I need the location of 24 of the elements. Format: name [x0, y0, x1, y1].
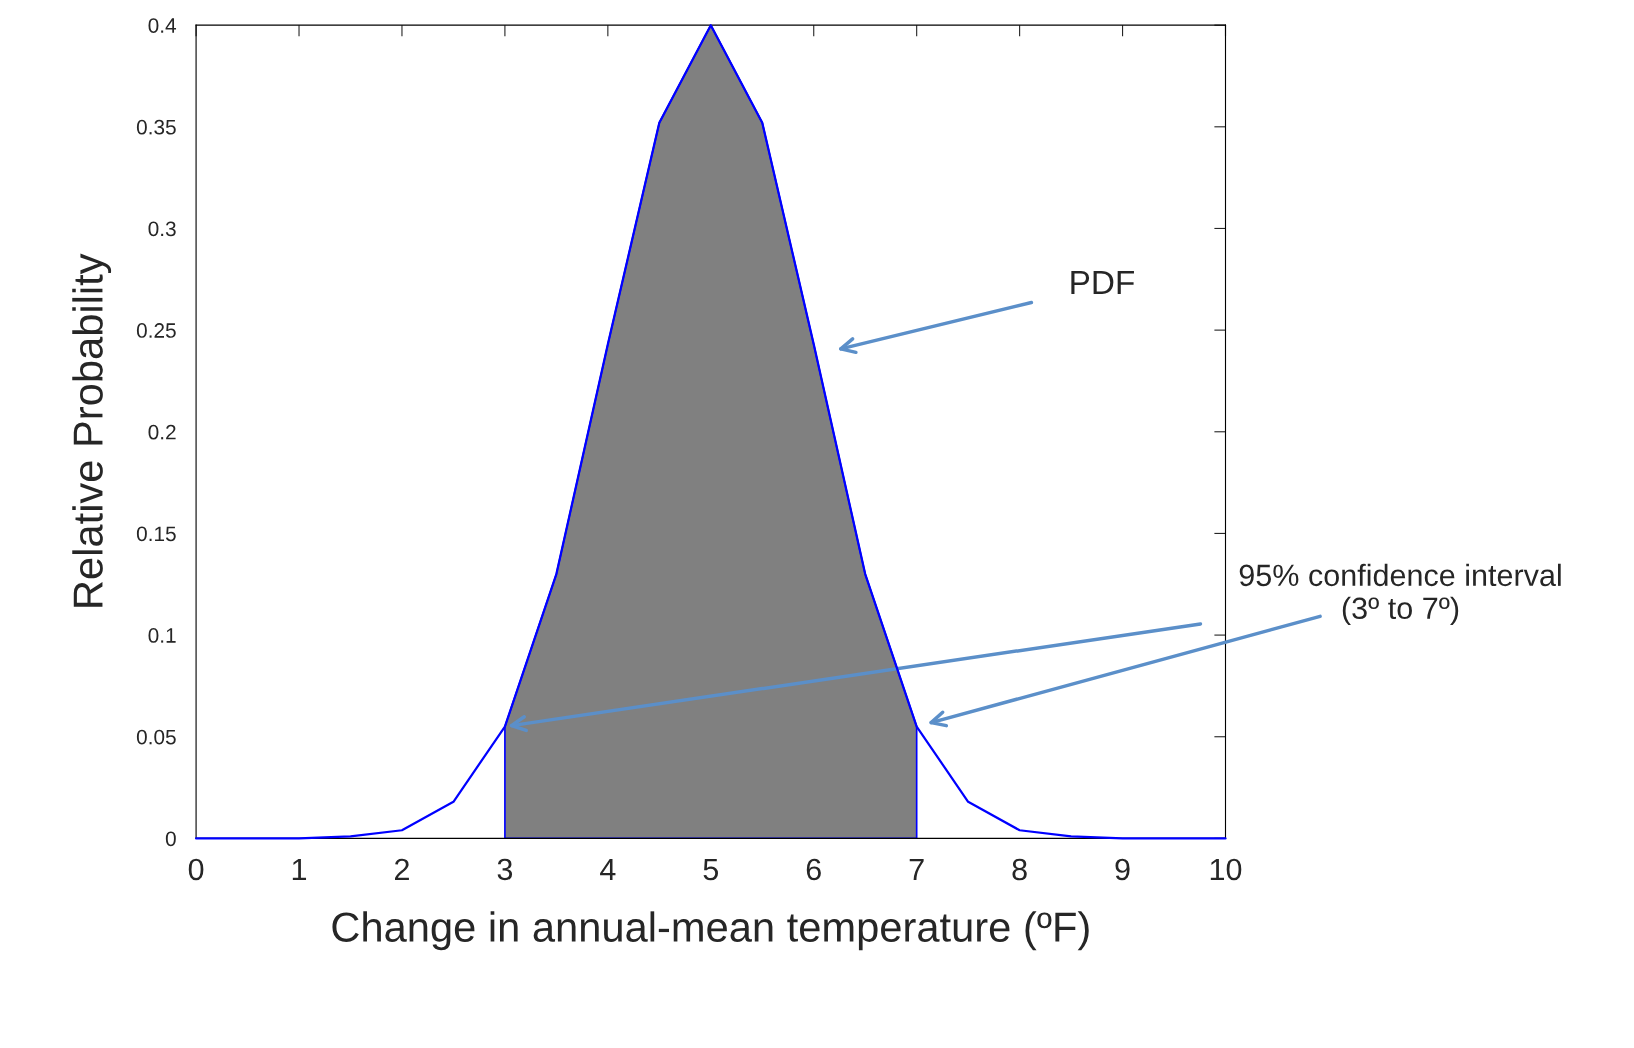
x-tick-label: 5 — [703, 858, 719, 881]
x-tick-label: 10 — [1210, 858, 1242, 881]
x-tick-label: 1 — [292, 858, 307, 880]
y-axis-title: Relative Probability — [72, 253, 112, 607]
y-tick-label: 0.2 — [148, 424, 176, 440]
x-tick-label: 6 — [806, 858, 821, 881]
y-tick-label: 0.35 — [136, 119, 176, 135]
y-tick-label: 0.25 — [136, 323, 176, 338]
x-axis-title: Change in annual-mean temperature (ºF) — [332, 911, 1089, 951]
y-tick-label: 0 — [165, 831, 176, 847]
y-tick-label: 0.3 — [148, 221, 176, 237]
annotation: PDF — [1071, 271, 1134, 295]
x-tick-label: 9 — [1115, 858, 1130, 881]
y-tick-label: 0.05 — [136, 729, 176, 745]
x-tick-label: 8 — [1012, 858, 1027, 881]
x-tick-label: 0 — [188, 858, 204, 881]
x-tick-label: 4 — [600, 858, 616, 880]
x-tick-label: 7 — [909, 858, 924, 880]
x-tick-label: 3 — [497, 858, 513, 881]
x-tick-label: 2 — [395, 858, 409, 880]
y-tick-label: 0.1 — [148, 628, 176, 643]
annotation: 95% confidence interval (3º to 7º) — [1239, 563, 1561, 626]
y-tick-label: 0.4 — [148, 18, 177, 33]
y-tick-label: 0.15 — [136, 526, 176, 542]
